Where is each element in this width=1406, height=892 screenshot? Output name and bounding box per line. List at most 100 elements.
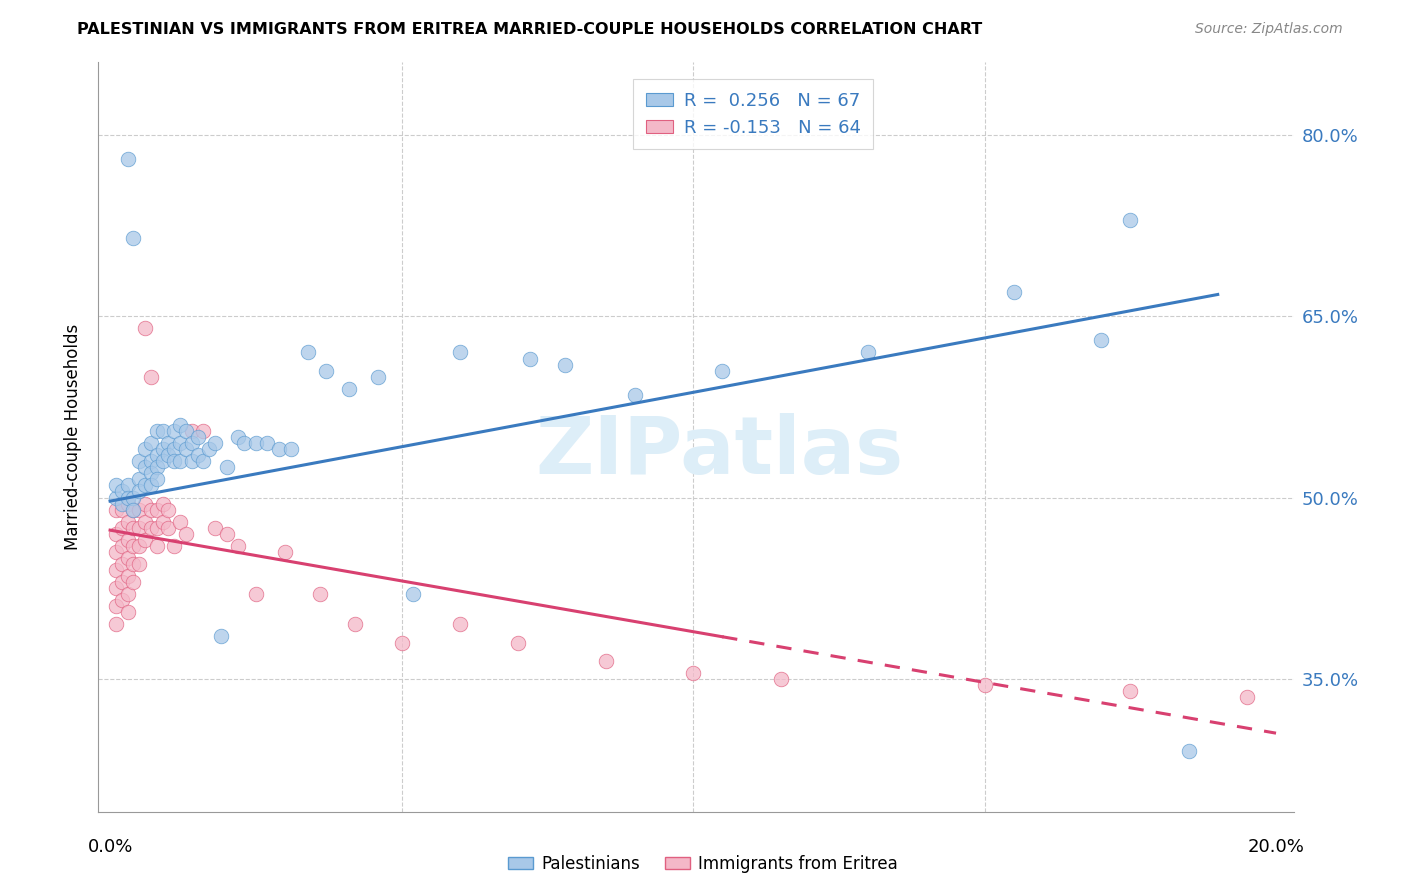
- Point: [117, 587, 139, 601]
- Point: [1090, 334, 1112, 348]
- Point: [157, 521, 180, 535]
- Point: [117, 491, 139, 505]
- Point: [297, 345, 319, 359]
- Point: [122, 491, 145, 505]
- Point: [128, 484, 150, 499]
- Point: [104, 563, 127, 577]
- Point: [104, 581, 127, 595]
- Point: [157, 448, 180, 462]
- Point: [1177, 744, 1199, 758]
- Point: [169, 436, 191, 450]
- Point: [519, 351, 541, 366]
- Point: [228, 430, 250, 444]
- Point: [152, 515, 174, 529]
- Point: [449, 617, 471, 632]
- Point: [309, 587, 332, 601]
- Legend: R =  0.256   N = 67, R = -0.153   N = 64: R = 0.256 N = 67, R = -0.153 N = 64: [633, 79, 873, 149]
- Point: [174, 526, 197, 541]
- Point: [152, 454, 174, 468]
- Point: [122, 539, 145, 553]
- Point: [145, 521, 167, 535]
- Point: [163, 454, 186, 468]
- Point: [111, 593, 134, 607]
- Point: [104, 617, 127, 632]
- Point: [1236, 690, 1258, 704]
- Point: [180, 454, 202, 468]
- Point: [163, 442, 186, 457]
- Point: [1119, 684, 1142, 698]
- Point: [711, 363, 734, 377]
- Point: [134, 515, 156, 529]
- Point: [134, 533, 156, 547]
- Point: [623, 388, 645, 402]
- Point: [402, 587, 425, 601]
- Point: [1002, 285, 1025, 299]
- Point: [152, 442, 174, 457]
- Point: [769, 672, 792, 686]
- Point: [139, 436, 162, 450]
- Point: [145, 502, 167, 516]
- Point: [204, 436, 226, 450]
- Point: [111, 521, 134, 535]
- Point: [554, 358, 576, 372]
- Point: [122, 557, 145, 571]
- Point: [122, 230, 145, 244]
- Point: [111, 497, 134, 511]
- Text: PALESTINIAN VS IMMIGRANTS FROM ERITREA MARRIED-COUPLE HOUSEHOLDS CORRELATION CHA: PALESTINIAN VS IMMIGRANTS FROM ERITREA M…: [77, 22, 983, 37]
- Point: [157, 502, 180, 516]
- Point: [128, 521, 150, 535]
- Point: [169, 454, 191, 468]
- Point: [145, 472, 167, 486]
- Text: 20.0%: 20.0%: [1247, 838, 1305, 856]
- Point: [111, 539, 134, 553]
- Point: [139, 467, 162, 481]
- Point: [682, 665, 704, 680]
- Point: [595, 654, 617, 668]
- Point: [139, 454, 162, 468]
- Point: [152, 424, 174, 438]
- Point: [449, 345, 471, 359]
- Point: [193, 454, 215, 468]
- Legend: Palestinians, Immigrants from Eritrea: Palestinians, Immigrants from Eritrea: [502, 848, 904, 880]
- Point: [117, 478, 139, 492]
- Point: [174, 424, 197, 438]
- Point: [245, 587, 267, 601]
- Point: [111, 557, 134, 571]
- Point: [117, 152, 139, 166]
- Point: [117, 497, 139, 511]
- Point: [117, 515, 139, 529]
- Point: [139, 502, 162, 516]
- Point: [117, 605, 139, 619]
- Point: [122, 521, 145, 535]
- Point: [122, 575, 145, 590]
- Point: [134, 321, 156, 335]
- Point: [367, 369, 389, 384]
- Point: [145, 448, 167, 462]
- Point: [122, 502, 145, 516]
- Point: [391, 635, 413, 649]
- Point: [343, 617, 366, 632]
- Point: [209, 630, 232, 644]
- Text: Source: ZipAtlas.com: Source: ZipAtlas.com: [1195, 22, 1343, 37]
- Point: [169, 417, 191, 432]
- Point: [134, 460, 156, 475]
- Point: [337, 382, 360, 396]
- Point: [163, 539, 186, 553]
- Point: [315, 363, 337, 377]
- Point: [111, 502, 134, 516]
- Point: [856, 345, 879, 359]
- Point: [128, 502, 150, 516]
- Point: [174, 442, 197, 457]
- Point: [128, 539, 150, 553]
- Point: [145, 539, 167, 553]
- Point: [139, 521, 162, 535]
- Point: [104, 502, 127, 516]
- Point: [245, 436, 267, 450]
- Text: 0.0%: 0.0%: [87, 838, 132, 856]
- Point: [104, 478, 127, 492]
- Point: [111, 575, 134, 590]
- Point: [198, 442, 221, 457]
- Point: [163, 424, 186, 438]
- Point: [122, 502, 145, 516]
- Point: [508, 635, 530, 649]
